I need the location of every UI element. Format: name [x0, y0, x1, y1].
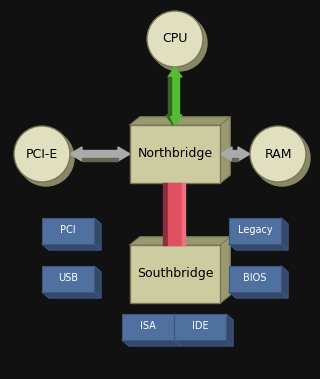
Bar	[130, 125, 220, 183]
Circle shape	[151, 15, 207, 71]
Polygon shape	[229, 292, 288, 298]
Circle shape	[250, 126, 306, 182]
Polygon shape	[168, 77, 171, 115]
Bar	[42, 266, 94, 292]
Bar	[229, 218, 281, 244]
Polygon shape	[166, 115, 173, 125]
Polygon shape	[168, 67, 182, 77]
Text: CPU: CPU	[162, 33, 188, 45]
Polygon shape	[281, 266, 288, 298]
Polygon shape	[281, 218, 288, 250]
Polygon shape	[130, 117, 230, 125]
Polygon shape	[171, 77, 179, 115]
Text: RAM: RAM	[264, 147, 292, 160]
Text: IDE: IDE	[192, 321, 208, 331]
Polygon shape	[94, 218, 101, 250]
Polygon shape	[229, 244, 288, 250]
Polygon shape	[122, 340, 181, 346]
Polygon shape	[118, 147, 130, 161]
Bar	[174, 314, 226, 340]
Polygon shape	[220, 147, 232, 161]
Polygon shape	[42, 292, 101, 298]
Polygon shape	[94, 266, 101, 298]
Text: USB: USB	[58, 273, 78, 283]
Bar	[122, 314, 174, 340]
Polygon shape	[168, 183, 182, 245]
Polygon shape	[232, 150, 238, 158]
Text: Legacy: Legacy	[238, 225, 272, 235]
Polygon shape	[220, 237, 230, 303]
Polygon shape	[82, 158, 118, 161]
Polygon shape	[232, 158, 238, 161]
Bar	[42, 218, 94, 244]
Polygon shape	[174, 340, 233, 346]
Bar	[229, 266, 281, 292]
Polygon shape	[182, 183, 185, 245]
Bar	[130, 245, 220, 303]
Polygon shape	[130, 237, 230, 245]
Polygon shape	[174, 314, 181, 346]
Text: Northbridge: Northbridge	[137, 147, 212, 160]
Polygon shape	[220, 117, 230, 183]
Text: ISA: ISA	[140, 321, 156, 331]
Polygon shape	[238, 147, 250, 161]
Polygon shape	[70, 147, 82, 161]
Polygon shape	[226, 314, 233, 346]
Text: Southbridge: Southbridge	[137, 268, 213, 280]
Circle shape	[254, 130, 310, 186]
Text: BIOS: BIOS	[243, 273, 267, 283]
Polygon shape	[42, 244, 101, 250]
Polygon shape	[82, 150, 118, 158]
Circle shape	[14, 126, 70, 182]
Circle shape	[18, 130, 74, 186]
Text: PCI: PCI	[60, 225, 76, 235]
Circle shape	[147, 11, 203, 67]
Polygon shape	[163, 183, 168, 245]
Polygon shape	[168, 115, 182, 125]
Text: PCI-E: PCI-E	[26, 147, 58, 160]
